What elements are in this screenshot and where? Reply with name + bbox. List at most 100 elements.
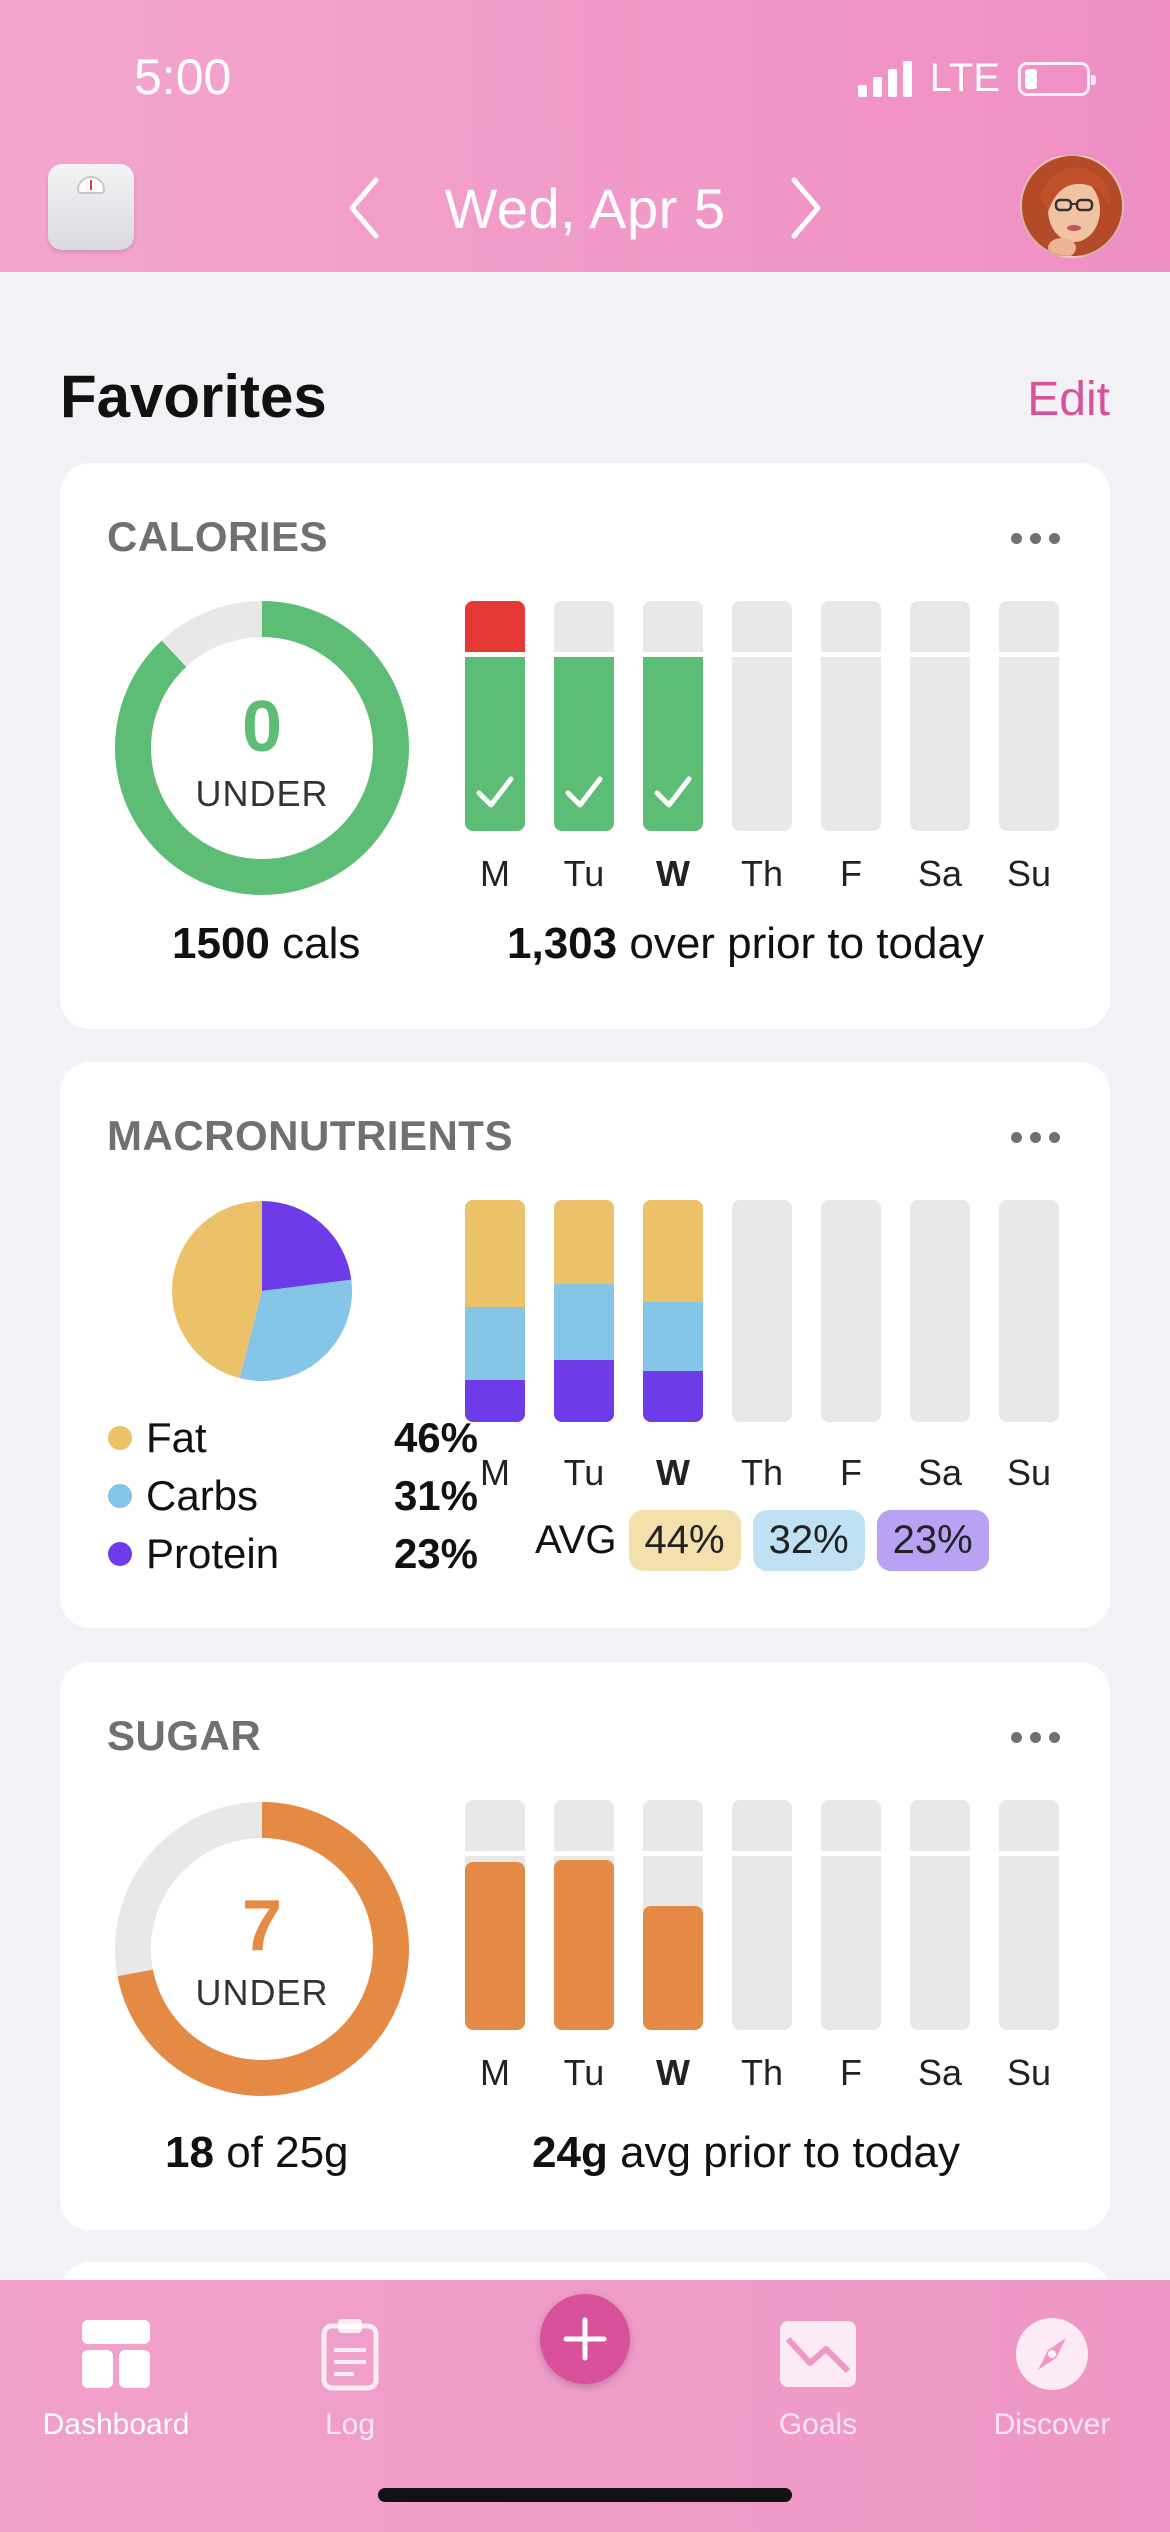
scale-button[interactable]	[48, 164, 134, 250]
legend-percent: 23%	[393, 1530, 478, 1577]
sugar-fill	[465, 1862, 525, 2030]
macro-bar-m[interactable]	[465, 1200, 525, 1422]
next-day-button[interactable]	[786, 168, 826, 248]
calories-goal-number: 1500	[172, 919, 270, 968]
legend-row-carbs: Carbs 31%	[108, 1472, 478, 1520]
day-label-sa: Sa	[917, 853, 963, 894]
goal-line	[465, 1850, 525, 1856]
sugar-ring	[115, 1802, 409, 2096]
tab-goals[interactable]: Goals	[718, 2304, 918, 2442]
goal-line	[910, 651, 970, 657]
macronutrients-pie-chart	[172, 1201, 352, 1381]
calories-goal-summary: 1500 cals	[172, 919, 360, 969]
status-time: 5:00	[134, 49, 232, 105]
tab-label: Goals	[778, 2408, 858, 2441]
macro-bar-tu[interactable]	[554, 1200, 614, 1422]
macro-carbs-segment	[554, 1284, 614, 1360]
day-label-sa: Sa	[917, 2052, 963, 2093]
goal-line	[554, 651, 614, 657]
tab-label: Dashboard	[42, 2408, 190, 2441]
calories-bar-sa[interactable]	[910, 601, 970, 831]
day-label-su: Su	[1006, 853, 1052, 894]
day-label-w: W	[656, 853, 690, 894]
goal-line	[554, 1850, 614, 1856]
legend-name: Fat	[146, 1414, 207, 1461]
tab-label: Log	[324, 2408, 376, 2441]
sugar-bar-sa[interactable]	[910, 1800, 970, 2030]
legend-name: Carbs	[146, 1472, 259, 1519]
day-label-m: M	[480, 1452, 510, 1493]
scale-icon	[77, 176, 105, 194]
macro-bar-su[interactable]	[999, 1200, 1059, 1422]
calories-remaining-label: UNDER	[195, 773, 329, 814]
sugar-bar-su[interactable]	[999, 1800, 1059, 2030]
macronutrients-title: MACRONUTRIENTS	[107, 1112, 513, 1159]
calories-bar-su[interactable]	[999, 601, 1059, 831]
macro-bar-sa[interactable]	[910, 1200, 970, 1422]
day-label-m: M	[480, 853, 510, 894]
calories-bar-th[interactable]	[732, 601, 792, 831]
day-label-f: F	[840, 2052, 862, 2093]
calories-bar-m[interactable]	[465, 601, 525, 831]
sugar-bar-f[interactable]	[821, 1800, 881, 2030]
clipboard-icon	[321, 2319, 379, 2391]
current-date[interactable]: Wed, Apr 5	[444, 176, 726, 240]
goal-line	[910, 1850, 970, 1856]
battery-icon	[1018, 61, 1096, 96]
date-navigator: Wed, Apr 5	[0, 168, 1170, 248]
check-icon	[476, 776, 514, 808]
day-label-tu: Tu	[563, 853, 605, 894]
more-icon	[1011, 1732, 1022, 1743]
sugar-fill	[643, 1905, 703, 2030]
calories-bar-f[interactable]	[821, 601, 881, 831]
day-label-th: Th	[740, 2052, 783, 2093]
sugar-bar-w[interactable]	[643, 1800, 703, 2030]
calories-bar-tu[interactable]	[554, 601, 614, 831]
pie-slice-protein	[262, 1201, 352, 1291]
macro-bar-th[interactable]	[732, 1200, 792, 1422]
previous-day-button[interactable]	[344, 168, 384, 248]
macronutrients-more-button[interactable]	[1011, 1132, 1060, 1143]
macronutrients-average: AVG 44% 32% 23%	[535, 1510, 989, 1571]
compass-icon	[1016, 2318, 1088, 2390]
tab-label: Discover	[993, 2408, 1111, 2441]
legend-dot	[108, 1426, 132, 1450]
sugar-bar-tu[interactable]	[554, 1800, 614, 2030]
calories-card[interactable]: CALORIES 0 UNDER M Tu W Th F Sa Su 1500 cals 1…	[60, 463, 1110, 1029]
goal-line	[999, 651, 1059, 657]
avg-protein-pill: 23%	[876, 1510, 989, 1571]
day-label-su: Su	[1006, 2052, 1052, 2093]
calories-more-button[interactable]	[1011, 533, 1060, 544]
avatar[interactable]	[1020, 154, 1124, 258]
tab-discover[interactable]: Discover	[952, 2304, 1152, 2442]
tab-log[interactable]: Log	[250, 2304, 450, 2442]
macro-bar-f[interactable]	[821, 1200, 881, 1422]
add-entry-button[interactable]	[540, 2294, 630, 2384]
legend-percent: 31%	[393, 1472, 478, 1519]
goal-line	[999, 1850, 1059, 1856]
macronutrients-card[interactable]: MACRONUTRIENTS Fat 46% Carbs 31% Protein 23% …	[60, 1062, 1110, 1628]
check-icon	[565, 776, 603, 808]
sugar-bar-m[interactable]	[465, 1800, 525, 2030]
day-label-th: Th	[740, 853, 783, 894]
sugar-title: SUGAR	[107, 1712, 262, 1759]
macro-fat-segment	[554, 1200, 614, 1285]
macro-bar-w[interactable]	[643, 1200, 703, 1422]
calories-remaining-value: 0	[241, 687, 283, 767]
sugar-bar-th[interactable]	[732, 1800, 792, 2030]
goal-line	[643, 1850, 703, 1856]
sugar-consumed-number: 18	[165, 2128, 214, 2177]
sugar-more-button[interactable]	[1011, 1732, 1060, 1743]
goal-line	[732, 1850, 792, 1856]
sugar-ring-label: 7 UNDER	[112, 1890, 412, 2014]
chevron-right-icon	[791, 177, 820, 239]
sugar-card[interactable]: SUGAR 7 UNDER M Tu W Th F Sa Su 18 of 25g 24g …	[60, 1662, 1110, 2230]
goal-line	[821, 651, 881, 657]
day-label-su: Su	[1006, 1452, 1052, 1493]
home-indicator	[378, 2488, 792, 2502]
dashboard-icon	[82, 2320, 150, 2388]
tab-dashboard[interactable]: Dashboard	[16, 2304, 216, 2442]
day-label-tu: Tu	[563, 2052, 605, 2093]
edit-favorites-button[interactable]: Edit	[1027, 373, 1110, 426]
calories-bar-w[interactable]	[643, 601, 703, 831]
